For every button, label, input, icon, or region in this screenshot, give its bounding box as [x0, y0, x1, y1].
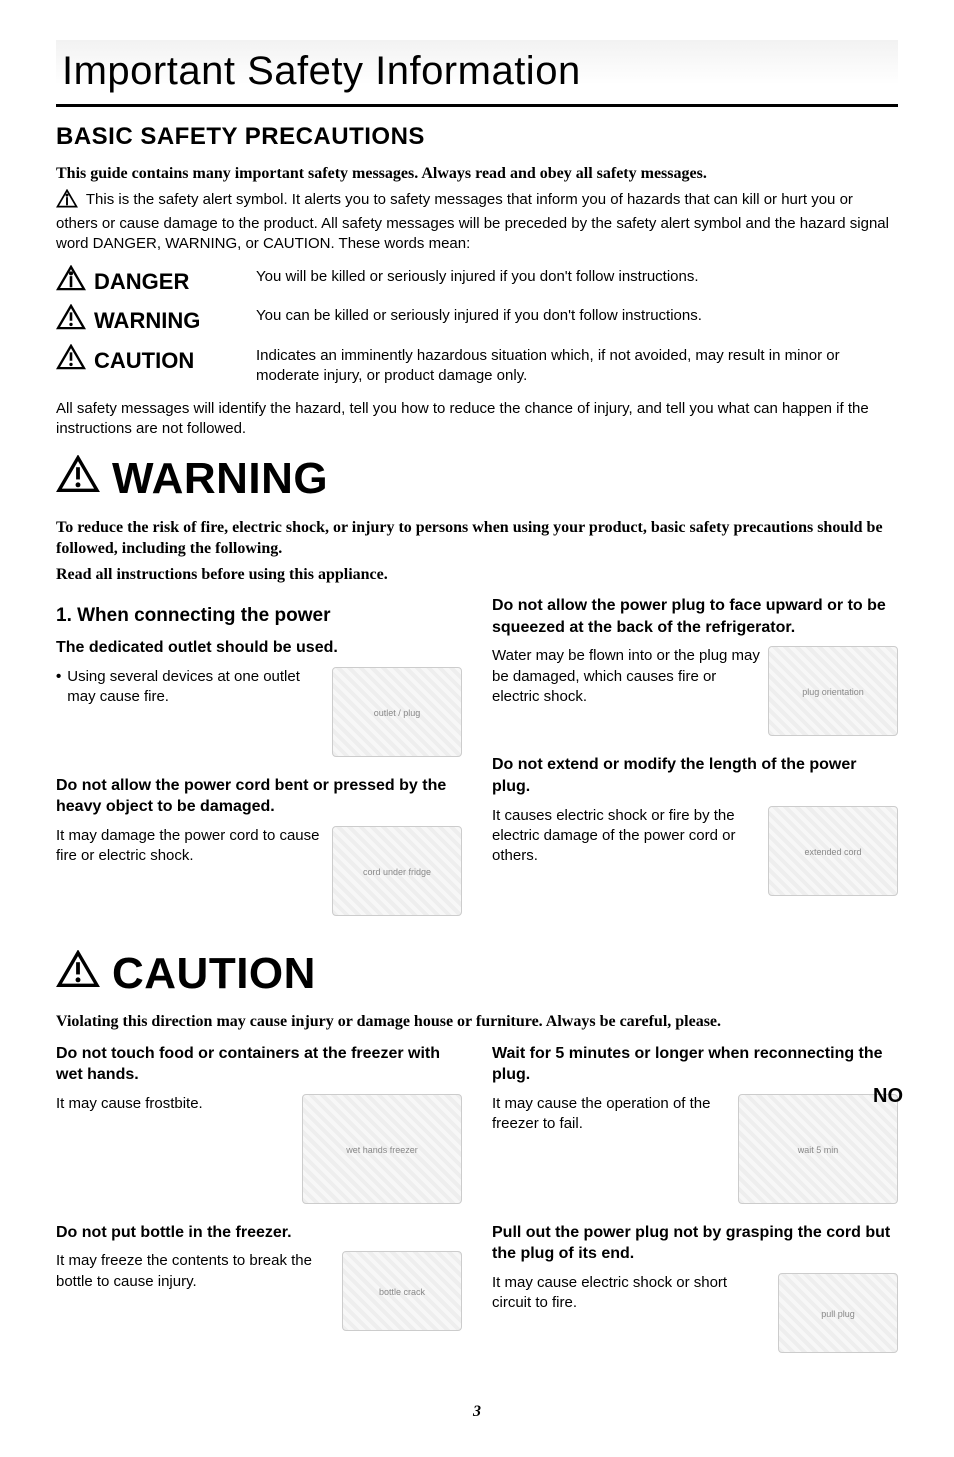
illustration-outlet: outlet / plug — [332, 667, 462, 757]
danger-desc: You will be killed or seriously injured … — [256, 265, 699, 287]
warn-block-extend: Do not extend or modify the length of th… — [492, 754, 898, 901]
cau-bottle-title: Do not put bottle in the freezer. — [56, 1222, 462, 1244]
illustration-extend: extended cord — [768, 806, 898, 896]
big-caution-heading: CAUTION — [56, 944, 898, 1003]
warning-desc: You can be killed or seriously injured i… — [256, 304, 702, 326]
warning-label: WARNING — [94, 306, 200, 336]
page-number: 3 — [56, 1401, 898, 1423]
illustration-cord: cord under fridge — [332, 826, 462, 916]
cau-block-wethands: Do not touch food or containers at the f… — [56, 1043, 462, 1210]
warning-icon — [56, 304, 86, 338]
signal-row-warning: WARNING You can be killed or seriously i… — [56, 304, 898, 338]
caution-icon — [56, 344, 86, 378]
cau-wait-title: Wait for 5 minutes or longer when reconn… — [492, 1043, 898, 1086]
warning-lead-2: Read all instructions before using this … — [56, 564, 898, 586]
cau-wethands-title: Do not touch food or containers at the f… — [56, 1043, 462, 1086]
danger-icon — [56, 265, 86, 299]
warn-plug-title: Do not allow the power plug to face upwa… — [492, 595, 898, 638]
signal-row-caution: CAUTION Indicates an imminently hazardou… — [56, 344, 898, 387]
warn-block-plug: Do not allow the power plug to face upwa… — [492, 595, 898, 742]
big-caution-text: CAUTION — [112, 944, 316, 1003]
caution-desc: Indicates an imminently hazardous situat… — [256, 344, 898, 387]
warning-subhead: 1. When connecting the power — [56, 603, 462, 629]
safety-alert-icon — [56, 195, 78, 212]
big-warning-text: WARNING — [112, 449, 328, 508]
big-warning-icon — [56, 449, 100, 508]
illustration-bottle: bottle crack — [342, 1251, 462, 1331]
big-warning-heading: WARNING — [56, 449, 898, 508]
warn-extend-title: Do not extend or modify the length of th… — [492, 754, 898, 797]
warn-outlet-bullet: Using several devices at one outlet may … — [56, 667, 324, 708]
illustration-wait: NO wait 5 min — [738, 1094, 898, 1204]
cau-pullplug-title: Pull out the power plug not by grasping … — [492, 1222, 898, 1265]
after-signals: All safety messages will identify the ha… — [56, 399, 898, 440]
signal-row-danger: DANGER You will be killed or seriously i… — [56, 265, 898, 299]
warn-block-outlet: The dedicated outlet should be used. out… — [56, 637, 462, 763]
big-caution-icon — [56, 944, 100, 1003]
intro-bold: This guide contains many important safet… — [56, 163, 898, 185]
warn-cord-title: Do not allow the power cord bent or pres… — [56, 775, 462, 818]
no-tag: NO — [873, 1085, 903, 1108]
warn-block-cord: Do not allow the power cord bent or pres… — [56, 775, 462, 922]
warning-lead-1: To reduce the risk of fire, electric sho… — [56, 517, 898, 560]
section-title: BASIC SAFETY PRECAUTIONS — [56, 121, 898, 153]
illustration-wethands: wet hands freezer — [302, 1094, 462, 1204]
page-title: Important Safety Information — [56, 40, 898, 107]
cau-block-wait: Wait for 5 minutes or longer when reconn… — [492, 1043, 898, 1210]
caution-lead: Violating this direction may cause injur… — [56, 1011, 898, 1033]
illustration-plug: plug orientation — [768, 646, 898, 736]
danger-label: DANGER — [94, 267, 189, 297]
illustration-pullplug: pull plug — [778, 1273, 898, 1353]
intro-body-text: This is the safety alert symbol. It aler… — [56, 191, 889, 253]
caution-label: CAUTION — [94, 346, 194, 376]
intro-body: This is the safety alert symbol. It aler… — [56, 189, 898, 255]
warn-outlet-title: The dedicated outlet should be used. — [56, 637, 462, 659]
cau-block-bottle: Do not put bottle in the freezer. bottle… — [56, 1222, 462, 1338]
cau-block-pullplug: Pull out the power plug not by grasping … — [492, 1222, 898, 1359]
